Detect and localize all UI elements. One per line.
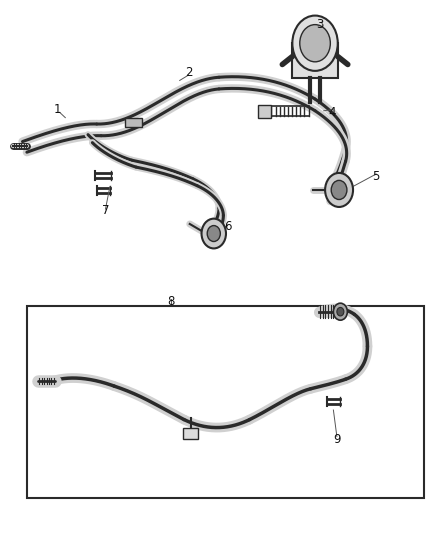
Text: 1: 1 (54, 103, 61, 116)
Text: 8: 8 (167, 295, 175, 308)
Text: 5: 5 (372, 169, 380, 183)
Circle shape (331, 180, 347, 199)
Bar (258, 105, 272, 118)
Bar (292, 43, 338, 78)
Bar (183, 427, 198, 439)
Bar (27, 306, 424, 498)
Text: 2: 2 (185, 66, 192, 79)
Circle shape (325, 173, 353, 207)
Text: 7: 7 (102, 204, 109, 217)
Circle shape (337, 308, 344, 316)
Circle shape (201, 219, 226, 248)
Circle shape (292, 15, 338, 71)
Text: 4: 4 (329, 106, 336, 119)
Text: 9: 9 (333, 433, 341, 446)
Circle shape (300, 25, 330, 62)
Text: 6: 6 (224, 220, 231, 233)
Bar (125, 118, 142, 127)
Text: 3: 3 (316, 18, 323, 31)
Circle shape (333, 303, 347, 320)
Circle shape (207, 225, 220, 241)
